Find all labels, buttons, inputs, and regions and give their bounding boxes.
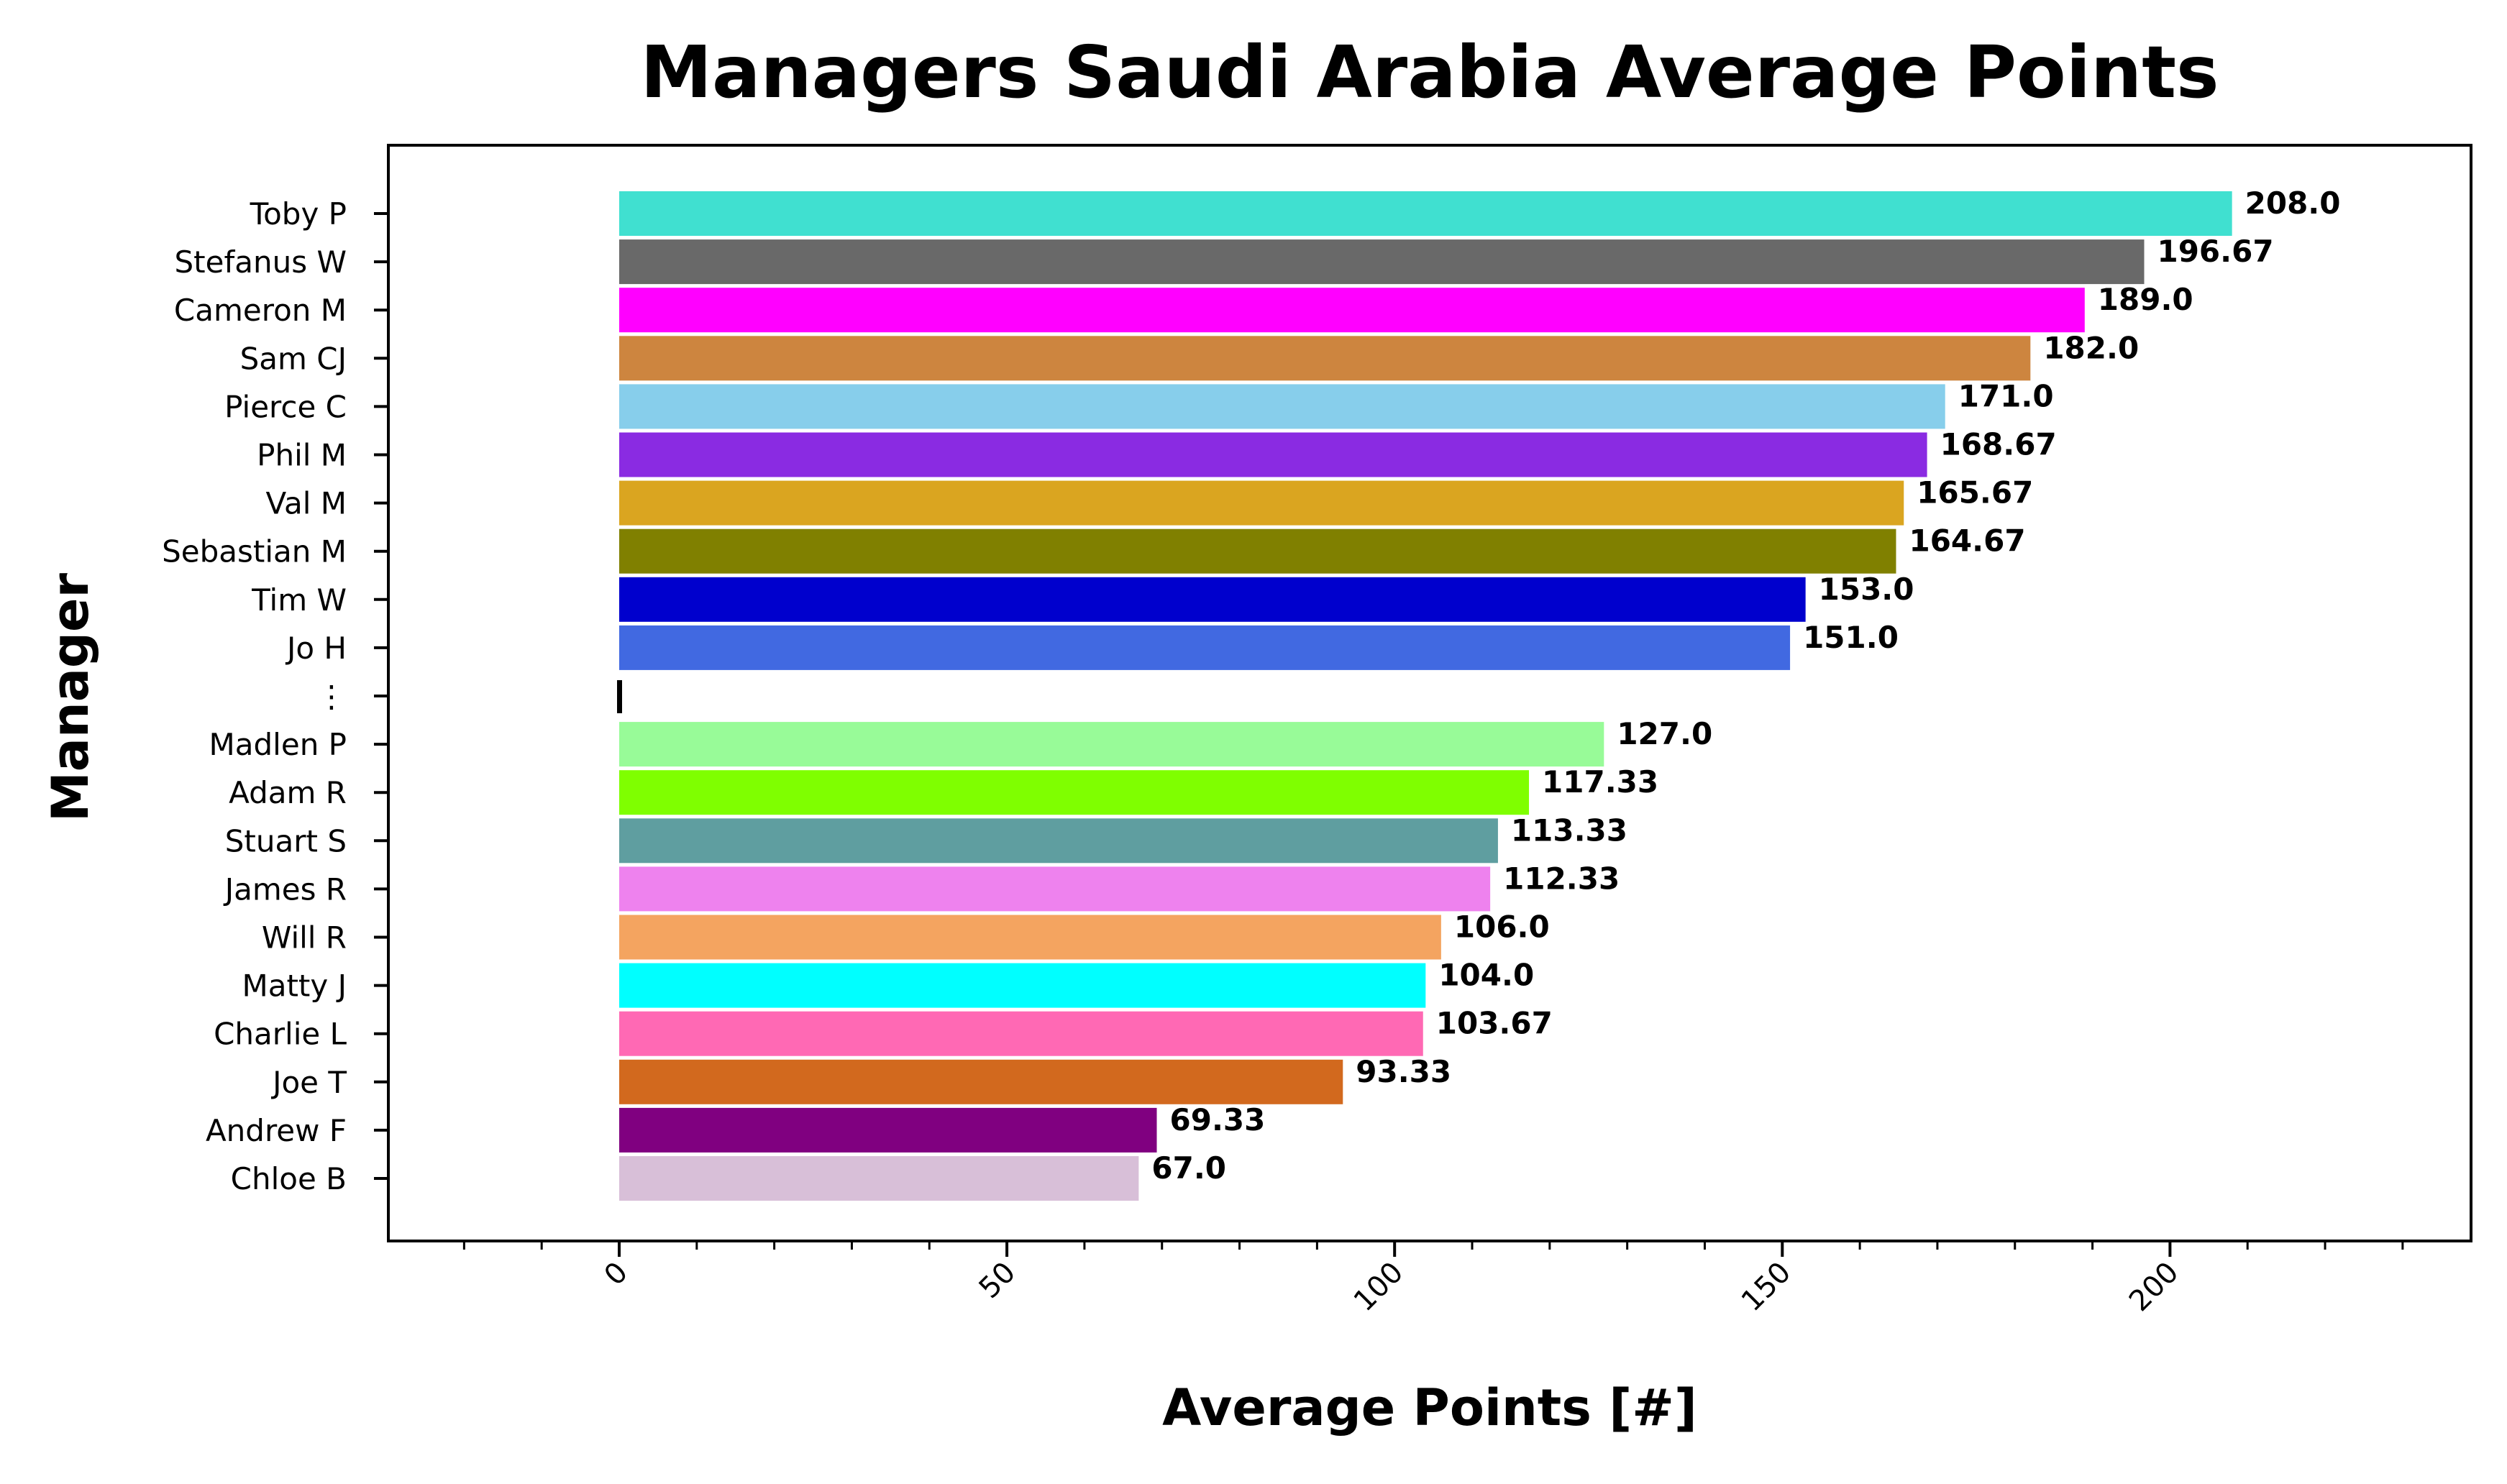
y-tick-label: Chloe B — [231, 1161, 347, 1196]
bar-value-label: 171.0 — [1958, 378, 2054, 413]
y-tick-label: Joe T — [270, 1065, 347, 1100]
y-tick-label: Sam CJ — [240, 341, 347, 376]
bar — [619, 528, 1896, 574]
y-tick-label: Toby P — [250, 196, 347, 232]
bar — [619, 866, 1491, 912]
bar-value-label: 69.33 — [1170, 1102, 1266, 1137]
bar — [619, 1011, 1423, 1056]
x-tick-label: 100 — [1348, 1256, 1410, 1319]
bar — [619, 1059, 1343, 1104]
y-tick-label: ⋮ — [316, 679, 347, 714]
bar-value-label: 165.67 — [1917, 475, 2033, 510]
y-tick-label: James R — [223, 871, 347, 907]
bar-value-label: 127.0 — [1617, 716, 1712, 751]
bar-value-label: 168.67 — [1940, 427, 2057, 462]
y-axis-label: Manager — [41, 572, 100, 822]
bar-value-label: 153.0 — [1819, 572, 1914, 607]
x-axis-ticks: 0 50 100 150 200 — [462, 1241, 2404, 1319]
bar — [619, 625, 1791, 670]
bar-value-label: 164.67 — [1909, 523, 2025, 559]
x-tick-label: 200 — [2123, 1256, 2186, 1319]
y-tick-label: Andrew F — [206, 1113, 347, 1148]
y-tick-label: Sebastian M — [162, 534, 347, 569]
bars-group: 208.0 196.67 189.0 182.0 171.0 168.67 165.67 16… — [617, 186, 2341, 1201]
bar — [619, 818, 1498, 864]
bar-value-label: 117.33 — [1542, 764, 1658, 800]
y-tick-label: Adam R — [229, 775, 347, 810]
y-tick-label: Stefanus W — [175, 244, 347, 280]
bar — [619, 384, 1945, 429]
y-tick-label: Cameron M — [174, 293, 347, 328]
bar — [619, 770, 1530, 815]
bar-value-label: 67.0 — [1151, 1150, 1226, 1186]
bar-value-label: 106.0 — [1454, 910, 1550, 945]
bar-value-label: 189.0 — [2098, 282, 2193, 317]
y-tick-label: Val M — [266, 486, 347, 521]
y-tick-label: Charlie L — [214, 1017, 347, 1052]
x-tick-label: 0 — [598, 1256, 635, 1293]
x-axis-label: Average Points [#] — [1162, 1378, 1697, 1437]
bar — [619, 722, 1604, 767]
bar-value-label: 208.0 — [2245, 186, 2341, 221]
bar — [619, 963, 1426, 1008]
bar-value-label: 196.67 — [2157, 234, 2273, 269]
bar — [619, 480, 1904, 526]
bar — [619, 191, 2232, 236]
bar-value-label: 182.0 — [2043, 330, 2139, 365]
bar — [619, 432, 1927, 477]
y-axis-ticks: Toby P Stefanus W Cameron M Sam CJ Pierce C P… — [162, 196, 388, 1196]
x-tick-label: 150 — [1735, 1256, 1798, 1319]
bar — [619, 1156, 1139, 1201]
bar-value-label: 151.0 — [1803, 620, 1899, 655]
plot-area — [387, 144, 2472, 1242]
bar-value-label: 93.33 — [1356, 1054, 1451, 1089]
bar-value-label: 112.33 — [1503, 861, 1620, 896]
bar-value-label: 104.0 — [1438, 958, 1534, 993]
chart-title: Managers Saudi Arabia Average Points — [640, 30, 2219, 114]
bar — [619, 288, 2085, 333]
bar — [619, 577, 1806, 622]
bar — [619, 239, 2145, 285]
y-tick-label: Will R — [262, 920, 347, 956]
y-tick-label: Stuart S — [225, 823, 347, 858]
bar-gap-marker — [617, 680, 622, 713]
y-tick-label: Matty J — [242, 968, 347, 1004]
bar-value-label: 113.33 — [1511, 812, 1627, 848]
bar — [619, 1107, 1157, 1153]
y-tick-label: Tim W — [251, 582, 347, 618]
y-tick-label: Pierce C — [224, 389, 347, 424]
bar — [619, 915, 1441, 960]
bar-value-label: 103.67 — [1436, 1006, 1553, 1041]
x-tick-label: 50 — [973, 1256, 1023, 1306]
bar — [619, 336, 2031, 381]
y-tick-label: Madlen P — [209, 727, 347, 762]
y-tick-label: Phil M — [257, 438, 347, 473]
y-tick-label: Jo H — [285, 631, 347, 666]
